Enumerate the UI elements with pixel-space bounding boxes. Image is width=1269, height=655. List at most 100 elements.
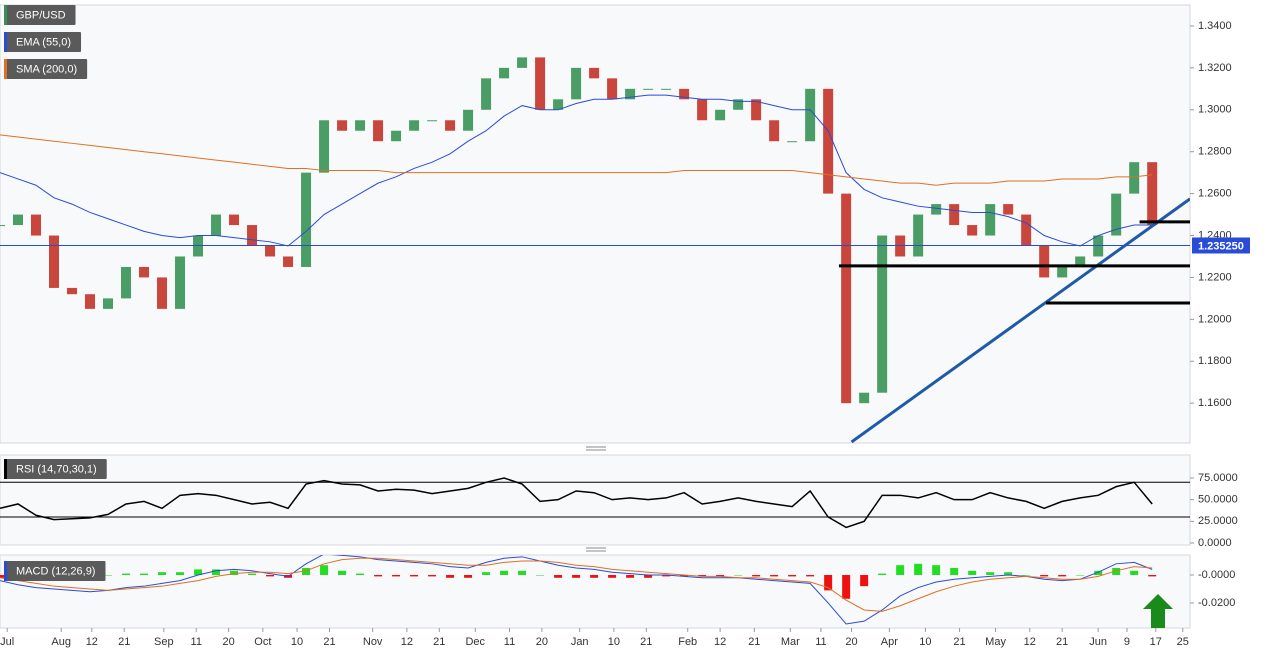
candle (301, 172, 312, 267)
legend-box (4, 59, 88, 79)
candle (859, 392, 870, 404)
x-tick-label: 17 (1150, 636, 1162, 648)
legend-label: RSI (14,70,30,1) (16, 463, 97, 475)
candle (913, 214, 924, 257)
candle (787, 141, 798, 143)
candle (895, 235, 906, 257)
candle (1075, 256, 1086, 267)
resize-grip[interactable] (586, 547, 606, 552)
histogram-bar (1148, 574, 1157, 577)
histogram-bar (716, 574, 725, 577)
candle (769, 120, 780, 142)
histogram-bar (1130, 570, 1139, 575)
legend-stripe (4, 5, 7, 25)
candle (1111, 193, 1122, 236)
x-tick-label: 11 (815, 636, 826, 648)
y-tick-label: 1.3000 (1198, 104, 1232, 116)
histogram-bar (104, 574, 113, 576)
candle (751, 99, 762, 121)
histogram-bar (194, 569, 203, 575)
x-tick-label: Feb (678, 636, 697, 648)
y-tick-label: 1.2800 (1198, 146, 1232, 158)
candle (643, 88, 654, 90)
histogram-bar (1094, 570, 1103, 575)
histogram-bar (266, 574, 275, 577)
y-tick-label: 1.3200 (1198, 62, 1232, 74)
candle (337, 120, 348, 131)
x-tick-label: 21 (433, 636, 445, 648)
x-tick-label: 21 (323, 636, 335, 648)
x-tick-label: 11 (191, 636, 202, 648)
legend-stripe (4, 59, 7, 79)
histogram-bar (140, 573, 149, 575)
histogram-bar (1076, 574, 1085, 576)
price-plot (0, 57, 1190, 443)
candle (697, 99, 708, 121)
candle (931, 204, 942, 215)
series-line (0, 94, 1153, 247)
y-tick-label: 1.2200 (1198, 271, 1232, 283)
x-tick-label: 20 (536, 636, 548, 648)
legend-item: MACD (12,26,9) (4, 561, 106, 581)
histogram-bar (158, 572, 167, 575)
candle (157, 277, 168, 309)
histogram-bar (482, 572, 491, 575)
histogram-bar (230, 570, 239, 575)
histogram-bar (878, 573, 887, 575)
x-tick-label: Apr (881, 636, 898, 648)
candle (481, 78, 492, 110)
histogram-bar (1004, 572, 1013, 575)
histogram-bar (986, 572, 995, 575)
x-tick-label: Jan (571, 636, 589, 648)
candle (823, 88, 834, 194)
histogram-bar (932, 565, 941, 575)
candle (805, 88, 816, 142)
histogram-bar (662, 574, 671, 577)
candle (1147, 162, 1158, 226)
candle (193, 235, 204, 257)
candle (553, 99, 564, 110)
legend-stripe (4, 32, 7, 52)
candle (877, 235, 888, 393)
candle (319, 120, 330, 173)
x-tick-label: Aug (51, 636, 71, 648)
x-tick-label: 21 (640, 636, 652, 648)
x-tick-label: 20 (223, 636, 235, 648)
histogram-bar (302, 568, 311, 575)
x-tick-label: 10 (608, 636, 620, 648)
candle (49, 235, 60, 288)
histogram-bar (1022, 574, 1031, 576)
candle (85, 294, 96, 309)
histogram-bar (248, 573, 257, 575)
arrow-icon (1143, 594, 1173, 628)
rsi-plot (0, 477, 1190, 529)
x-tick-label: Jun (1089, 636, 1107, 648)
x-tick-label: 11 (504, 636, 515, 648)
candle (427, 120, 438, 122)
x-tick-label: 12 (1024, 636, 1036, 648)
candle (229, 214, 240, 226)
resize-grip[interactable] (586, 446, 606, 451)
histogram-bar (122, 573, 131, 575)
series-line (0, 557, 1153, 612)
histogram-bar (428, 574, 437, 577)
histogram-bar (536, 574, 545, 576)
candle (517, 57, 528, 68)
x-tick-label: 12 (86, 636, 98, 648)
candle (985, 204, 996, 236)
histogram-bar (392, 574, 401, 577)
y-tick-label: 75.0000 (1198, 472, 1238, 484)
candle (679, 88, 690, 100)
histogram-bar (518, 570, 527, 575)
candle (949, 204, 960, 226)
histogram-bar (734, 574, 743, 576)
histogram-bar (464, 574, 473, 578)
series-line (0, 477, 1153, 529)
last-price-label: 1.235250 (1198, 240, 1244, 252)
y-tick-label: -0.0200 (1198, 597, 1235, 609)
series-line (0, 555, 1153, 625)
x-tick-label: Mar (781, 636, 800, 648)
x-tick-label: 20 (845, 636, 857, 648)
y-tick-label: 1.2600 (1198, 188, 1232, 200)
